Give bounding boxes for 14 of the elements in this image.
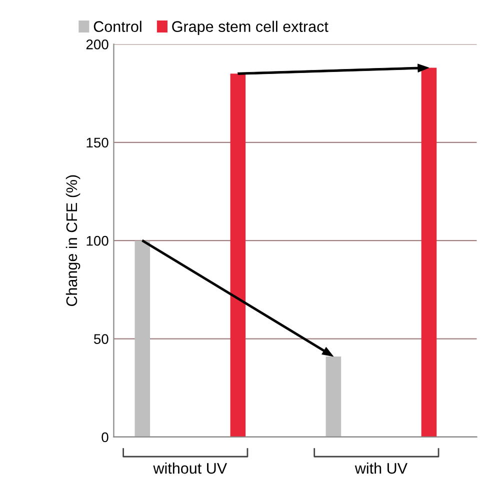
bar	[326, 356, 342, 437]
y-tick-label: 200	[86, 40, 108, 50]
x-tick-label: with UV	[354, 462, 408, 474]
x-tick-label: without UV	[153, 462, 228, 474]
y-tick-label: 150	[86, 138, 108, 148]
y-tick-label: 100	[86, 236, 108, 246]
bar	[134, 240, 150, 437]
legend-label: Control	[94, 20, 142, 32]
y-axis-title: Change in CFE (%)	[66, 175, 80, 306]
y-tick-label: 50	[94, 334, 108, 344]
y-tick-label: 0	[102, 432, 108, 442]
bar	[421, 68, 437, 437]
bar	[230, 74, 246, 437]
legend-label: Grape stem cell extract	[172, 20, 328, 36]
